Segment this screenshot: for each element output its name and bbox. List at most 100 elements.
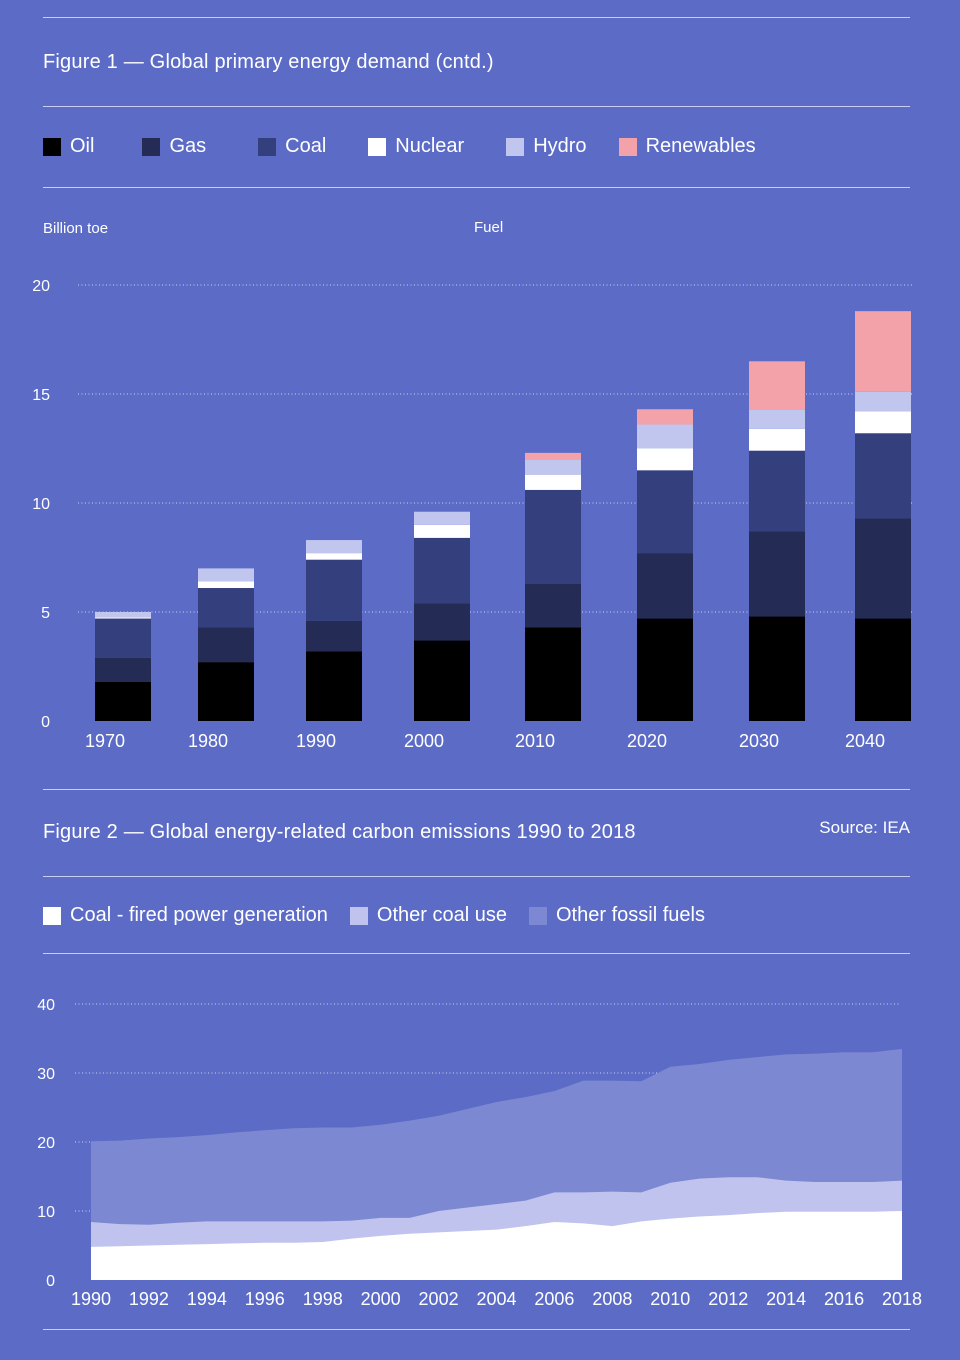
bar-segment bbox=[525, 627, 581, 721]
x-tick-label: 2000 bbox=[361, 1289, 401, 1309]
x-tick-label: 1990 bbox=[71, 1289, 111, 1309]
legend-label: Coal - fired power generation bbox=[70, 904, 328, 926]
bar-segment bbox=[525, 489, 581, 584]
bar-segment bbox=[749, 428, 805, 451]
figure1-group-label: Fuel bbox=[474, 219, 504, 236]
figure1-y-unit-label: Billion toe bbox=[43, 220, 109, 237]
legend-label: Other coal use bbox=[376, 904, 507, 926]
bar-segment bbox=[306, 559, 362, 621]
figure2-source: Source: IEA bbox=[819, 818, 910, 837]
x-tick-label: 1970 bbox=[85, 731, 125, 751]
bar-segment bbox=[637, 618, 693, 721]
x-tick-label: 2030 bbox=[739, 731, 779, 751]
bar-segment bbox=[637, 553, 693, 619]
bar-segment bbox=[855, 391, 911, 412]
legend-item-renewables: Renewables bbox=[618, 135, 756, 158]
x-tick-label: 2016 bbox=[824, 1289, 864, 1309]
y-tick-label: 20 bbox=[37, 1135, 55, 1152]
x-tick-label: 2012 bbox=[708, 1289, 748, 1309]
divider bbox=[43, 876, 910, 877]
bar-segment bbox=[855, 618, 911, 721]
bar-segment bbox=[855, 518, 911, 619]
x-tick-label: 2006 bbox=[534, 1289, 574, 1309]
legend-swatch bbox=[142, 137, 161, 156]
legend-label: Oil bbox=[70, 135, 95, 157]
legend-item-other-coal-use: Other coal use bbox=[349, 904, 507, 927]
bar-segment bbox=[749, 616, 805, 721]
bar-segment bbox=[306, 651, 362, 721]
legend-label: Renewables bbox=[645, 135, 756, 157]
bar-segment bbox=[95, 657, 151, 682]
legend-label: Other fossil fuels bbox=[556, 904, 705, 926]
y-tick-label: 15 bbox=[32, 387, 50, 404]
y-tick-label: 10 bbox=[37, 1204, 55, 1221]
legend-swatch bbox=[43, 137, 61, 156]
figure2-chart: 0 10 20 30 40 1990 1992 1994 1996 1998 2000 2002 200… bbox=[37, 997, 922, 1309]
legend-swatch bbox=[349, 906, 368, 925]
bar-segment bbox=[525, 452, 581, 460]
legend-item-hydro: Hydro bbox=[506, 135, 587, 158]
bar-segment bbox=[198, 581, 254, 589]
x-tick-label: 2018 bbox=[882, 1289, 922, 1309]
bar-segment bbox=[95, 612, 151, 618]
x-tick-label: 2040 bbox=[845, 731, 885, 751]
bar-segment bbox=[306, 620, 362, 652]
legend-item-gas: Gas bbox=[142, 135, 206, 158]
y-tick-label: 10 bbox=[32, 496, 50, 513]
bar-segment bbox=[198, 662, 254, 721]
bar-segment bbox=[414, 524, 470, 538]
bar-segment bbox=[306, 540, 362, 554]
legend-item-nuclear: Nuclear bbox=[368, 135, 464, 158]
divider bbox=[43, 789, 910, 790]
legend-swatch bbox=[506, 137, 525, 156]
legend-swatch bbox=[368, 137, 387, 156]
bar-segment bbox=[95, 618, 151, 658]
divider bbox=[43, 17, 910, 18]
bar-segment bbox=[749, 409, 805, 429]
legend-label: Gas bbox=[169, 135, 207, 157]
x-tick-label: 1992 bbox=[129, 1289, 169, 1309]
bar-segment bbox=[198, 568, 254, 582]
legend-swatch bbox=[43, 906, 61, 925]
area-series bbox=[91, 1211, 902, 1280]
bar-segment bbox=[855, 433, 911, 519]
legend-swatch bbox=[258, 137, 277, 156]
divider bbox=[43, 106, 910, 107]
x-tick-label: 2014 bbox=[766, 1289, 806, 1309]
x-tick-label: 1990 bbox=[296, 731, 336, 751]
bar-segment bbox=[855, 311, 911, 392]
bar-segment bbox=[306, 553, 362, 560]
x-tick-label: 1998 bbox=[303, 1289, 343, 1309]
figure2-legend: Coal - fired power generation Other coal… bbox=[43, 904, 727, 927]
legend-label: Coal bbox=[285, 135, 327, 157]
bar-segment bbox=[414, 603, 470, 641]
legend-item-other-fossil-fuels: Other fossil fuels bbox=[529, 904, 705, 927]
figure2-title: Figure 2 — Global energy-related carbon … bbox=[43, 821, 636, 843]
y-tick-label: 30 bbox=[37, 1066, 55, 1083]
x-tick-label: 1994 bbox=[187, 1289, 227, 1309]
y-tick-label: 20 bbox=[32, 278, 50, 295]
figure1-title: Figure 1 — Global primary energy demand … bbox=[43, 51, 494, 73]
bar-segment bbox=[637, 409, 693, 425]
x-tick-label: 2010 bbox=[515, 731, 555, 751]
y-tick-label: 40 bbox=[37, 997, 55, 1014]
figure1-legend: Oil Gas Coal Nuclear Hydro Renewables bbox=[43, 135, 778, 158]
x-tick-label: 1996 bbox=[245, 1289, 285, 1309]
divider bbox=[43, 187, 910, 188]
bar-segment bbox=[414, 640, 470, 721]
bar-segment bbox=[525, 583, 581, 628]
bar-segment bbox=[414, 511, 470, 525]
x-tick-label: 1980 bbox=[188, 731, 228, 751]
bar-segment bbox=[198, 627, 254, 663]
legend-swatch bbox=[618, 137, 637, 156]
y-tick-label: 5 bbox=[41, 605, 50, 622]
bar-segment bbox=[855, 411, 911, 434]
x-tick-label: 2002 bbox=[419, 1289, 459, 1309]
bar-segment bbox=[637, 424, 693, 449]
legend-item-coal-fired-power: Coal - fired power generation bbox=[43, 904, 328, 927]
x-tick-label: 2004 bbox=[476, 1289, 516, 1309]
bar-segment bbox=[198, 588, 254, 628]
y-tick-label: 0 bbox=[46, 1273, 55, 1290]
bar-segment bbox=[525, 459, 581, 475]
bar-segment bbox=[749, 531, 805, 617]
